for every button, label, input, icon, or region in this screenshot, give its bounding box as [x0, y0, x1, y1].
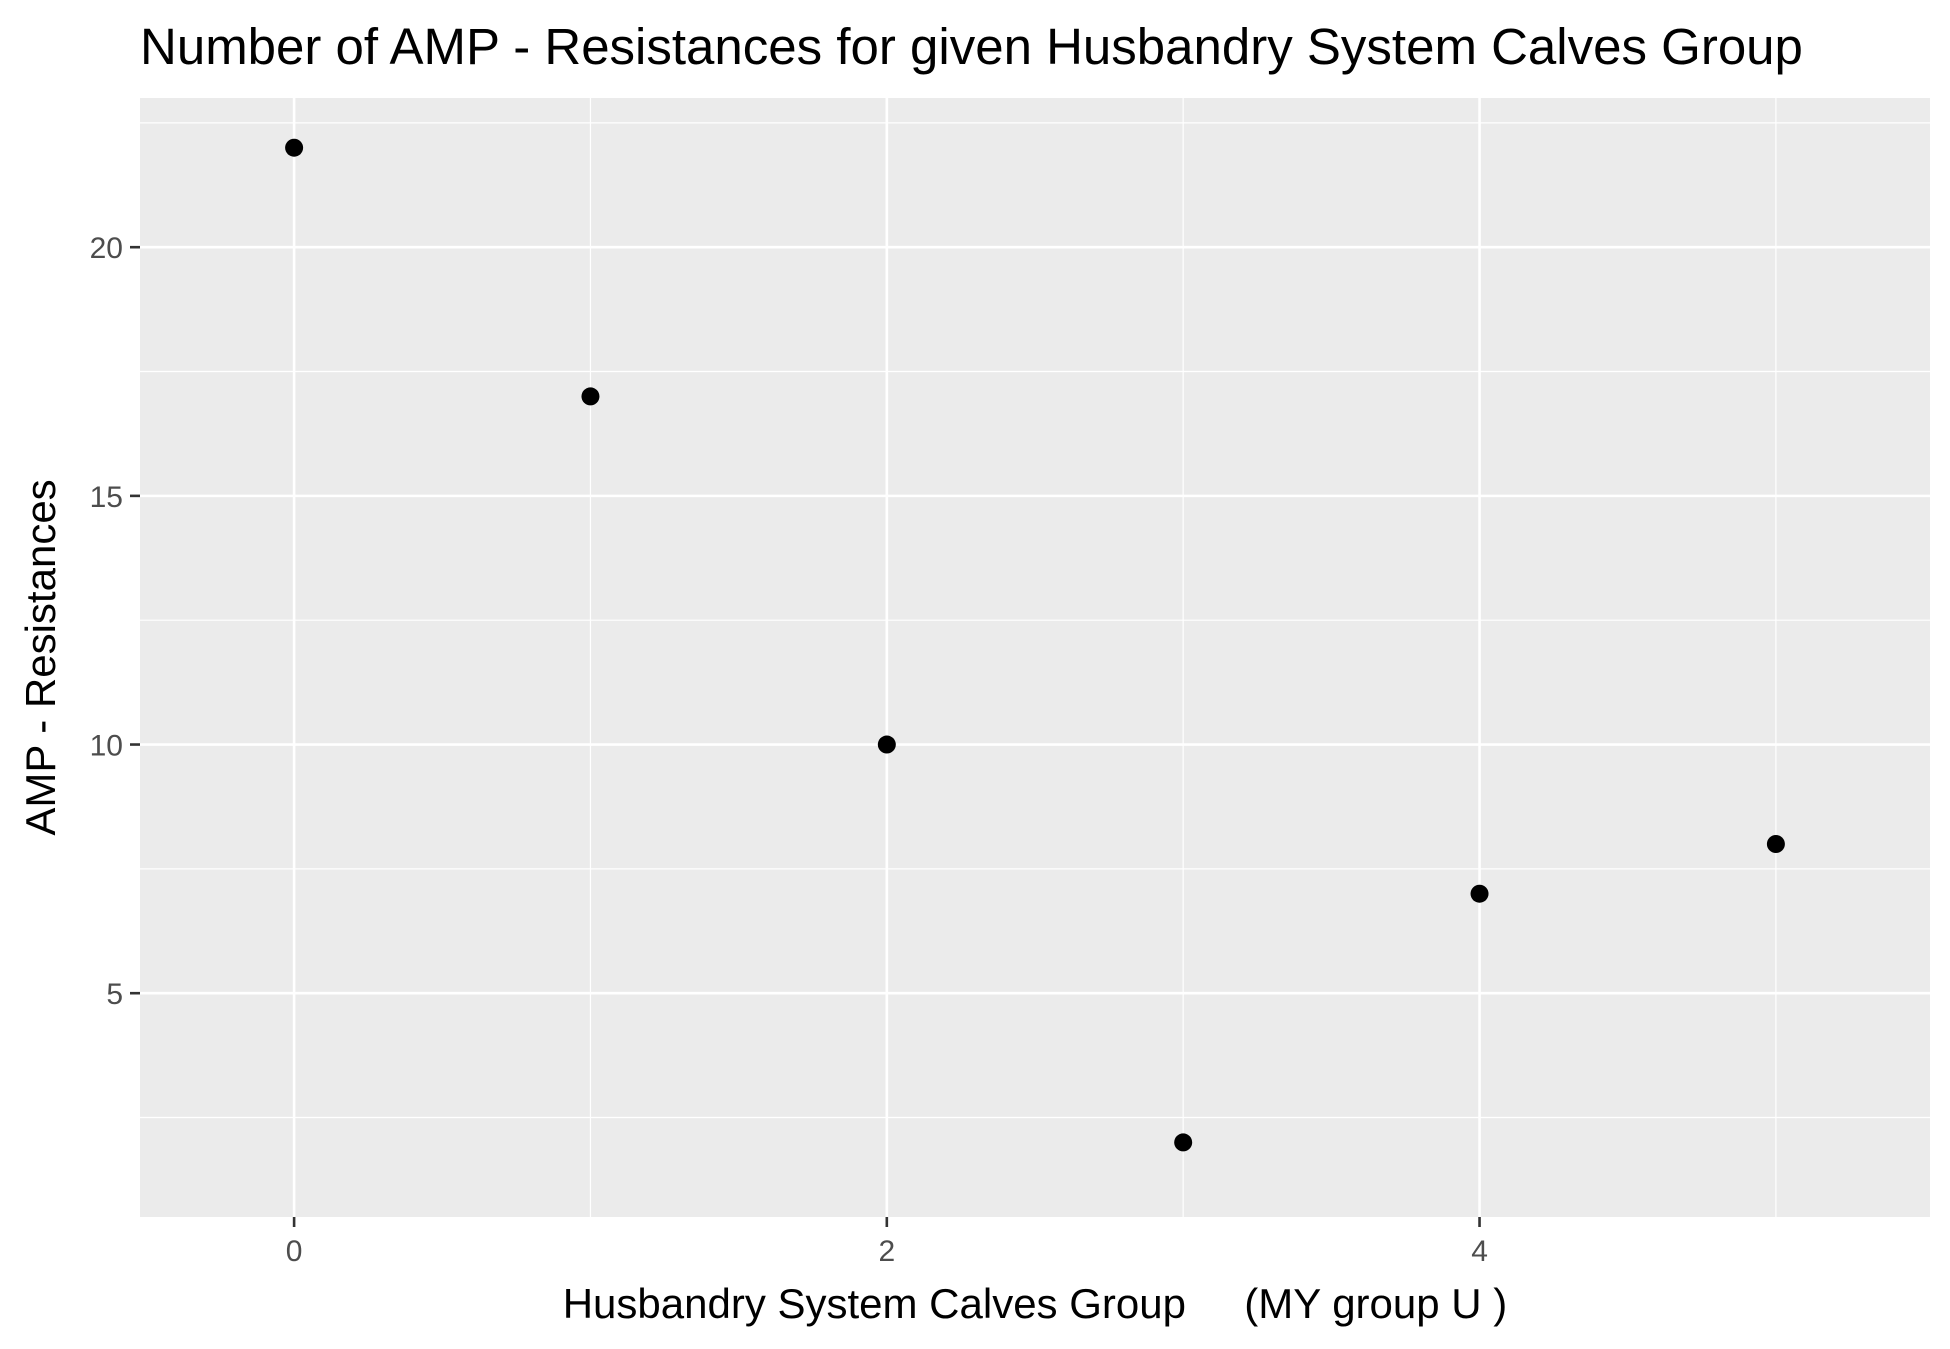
x-tick-label: 4 — [1471, 1235, 1488, 1268]
y-tick-label: 10 — [90, 730, 123, 763]
data-point — [1766, 835, 1785, 853]
y-axis: 5 10 15 20 — [90, 232, 140, 1011]
y-tick-label: 20 — [90, 232, 123, 265]
data-point — [581, 387, 600, 406]
major-gridlines — [140, 98, 1930, 1217]
y-tick-label: 5 — [106, 978, 123, 1011]
data-point — [1470, 884, 1489, 903]
data-point — [1174, 1133, 1193, 1152]
x-tick-label: 2 — [878, 1235, 895, 1268]
chart-title: Number of AMP - Resistances for given Hu… — [140, 18, 1803, 75]
data-points — [285, 138, 1785, 1152]
x-axis: 0 2 4 — [286, 1217, 1488, 1268]
y-axis-title: AMP - Resistances — [17, 479, 64, 835]
data-point — [877, 735, 896, 754]
data-point — [285, 138, 304, 157]
plot-panel — [140, 98, 1930, 1217]
x-axis-title: Husbandry System Calves Group (MY group … — [563, 1280, 1508, 1327]
y-tick-label: 15 — [90, 481, 123, 514]
minor-gridlines — [140, 98, 1930, 1217]
x-tick-label: 0 — [286, 1235, 303, 1268]
